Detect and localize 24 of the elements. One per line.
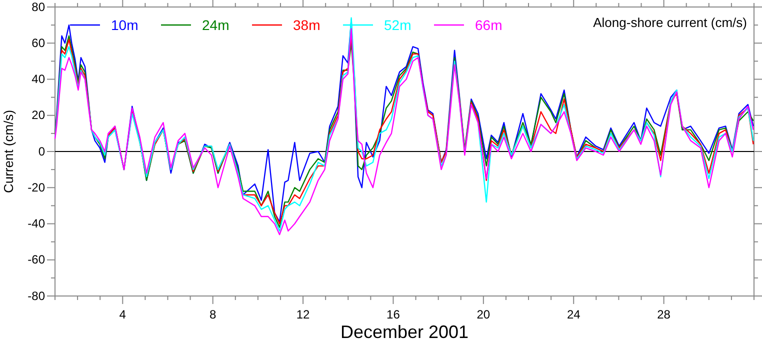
y-tick-label: 20 xyxy=(32,108,46,122)
x-tick-label: 4 xyxy=(119,308,126,322)
x-tick-label: 24 xyxy=(566,308,581,322)
x-tick-label: 20 xyxy=(476,308,490,322)
y-tick-label: 40 xyxy=(32,72,46,86)
legend-label: 66m xyxy=(475,17,502,33)
y-axis-title: Current (cm/s) xyxy=(1,110,16,194)
y-tick-label: -80 xyxy=(28,288,46,303)
y-tick-label: -60 xyxy=(28,252,46,267)
x-tick-label: 16 xyxy=(386,308,400,322)
y-tick-label: -40 xyxy=(28,216,46,231)
x-tick-label: 12 xyxy=(296,308,310,322)
x-axis-title: December 2001 xyxy=(340,322,469,342)
x-tick-label: 8 xyxy=(209,308,216,322)
legend-label: 52m xyxy=(384,17,412,33)
y-tick-label: 60 xyxy=(32,36,46,50)
x-tick-label: 28 xyxy=(657,308,671,322)
y-tick-label: 80 xyxy=(32,0,46,14)
y-tick-label: 0 xyxy=(38,144,46,158)
legend-label: 38m xyxy=(293,17,320,33)
legend-label: 24m xyxy=(202,17,230,33)
y-tick-label: -20 xyxy=(28,180,46,194)
legend-label: 10m xyxy=(111,17,138,33)
annotation: Along-shore current (cm/s) xyxy=(593,15,747,30)
